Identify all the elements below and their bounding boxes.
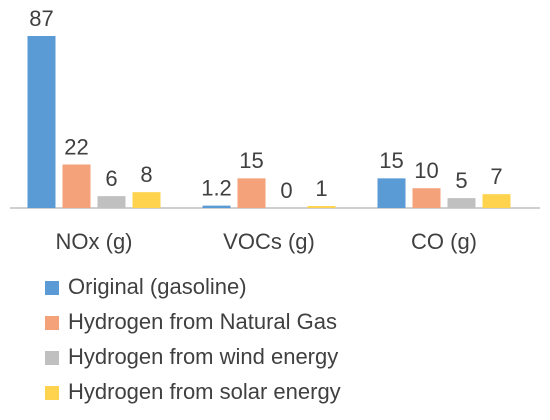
data-label: 5 — [455, 168, 467, 193]
data-label: 15 — [239, 148, 263, 173]
data-label: 7 — [490, 164, 502, 189]
bar — [377, 178, 406, 208]
legend-label: Hydrogen from Natural Gas — [68, 309, 337, 334]
bar — [482, 194, 511, 208]
bar — [237, 178, 266, 208]
bar — [27, 36, 56, 208]
legend-label: Hydrogen from solar energy — [68, 379, 341, 404]
bar — [97, 196, 126, 208]
legend-swatch — [45, 351, 59, 365]
data-label: 87 — [29, 6, 53, 31]
bar — [412, 188, 441, 208]
data-label: 22 — [64, 134, 88, 159]
x-tick-label: VOCs (g) — [223, 229, 315, 254]
bar — [132, 192, 161, 208]
data-label: 1 — [315, 176, 327, 201]
data-label: 10 — [414, 158, 438, 183]
bar — [307, 206, 336, 208]
legend-swatch — [45, 386, 59, 400]
legend-label: Hydrogen from wind energy — [68, 344, 338, 369]
x-tick-label: CO (g) — [411, 229, 477, 254]
data-label: 0 — [280, 178, 292, 203]
data-label: 1.2 — [201, 175, 232, 200]
data-label: 6 — [105, 166, 117, 191]
legend-label: Original (gasoline) — [68, 274, 247, 299]
x-tick-label: NOx (g) — [56, 229, 133, 254]
legend-swatch — [45, 316, 59, 330]
data-label: 8 — [140, 162, 152, 187]
legend-swatch — [45, 281, 59, 295]
bar — [447, 198, 476, 208]
bar — [202, 205, 231, 208]
data-label: 15 — [379, 148, 403, 173]
bar — [62, 164, 91, 208]
